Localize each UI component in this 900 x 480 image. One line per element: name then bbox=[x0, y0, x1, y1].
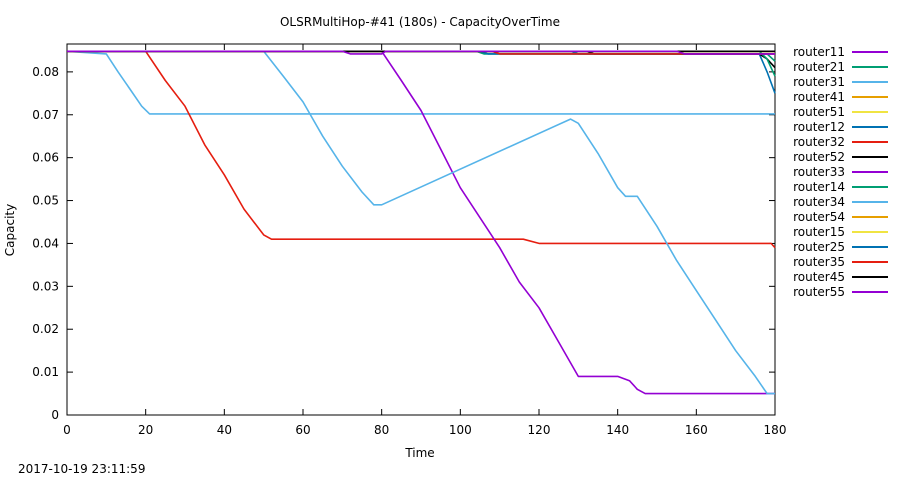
y-tick-label: 0.04 bbox=[32, 236, 59, 250]
x-tick-label: 20 bbox=[138, 423, 153, 437]
legend: router11router21router31router41router51… bbox=[793, 45, 888, 299]
legend-label: router33 bbox=[793, 165, 845, 179]
series-lines bbox=[66, 50, 776, 395]
chart-title: OLSRMultiHop-#41 (180s) - CapacityOverTi… bbox=[280, 15, 560, 29]
y-tick-label: 0.02 bbox=[32, 322, 59, 336]
x-tick-label: 160 bbox=[685, 423, 708, 437]
legend-label: router34 bbox=[793, 195, 845, 209]
x-tick-label: 100 bbox=[449, 423, 472, 437]
legend-label: router41 bbox=[793, 90, 845, 104]
legend-label: router31 bbox=[793, 75, 845, 89]
legend-label: router21 bbox=[793, 60, 845, 74]
legend-label: router25 bbox=[793, 240, 845, 254]
series-line-router33 bbox=[67, 50, 775, 395]
legend-label: router11 bbox=[793, 45, 845, 59]
series-line-router12 bbox=[67, 50, 776, 94]
y-tick-label: 0.07 bbox=[32, 108, 59, 122]
y-tick-label: 0.03 bbox=[32, 279, 59, 293]
legend-label: router35 bbox=[793, 255, 845, 269]
x-tick-label: 120 bbox=[528, 423, 551, 437]
legend-label: router55 bbox=[793, 285, 845, 299]
x-tick-label: 0 bbox=[63, 423, 71, 437]
x-tick-label: 80 bbox=[374, 423, 389, 437]
legend-label: router14 bbox=[793, 180, 845, 194]
legend-label: router32 bbox=[793, 135, 845, 149]
y-tick-label: 0.08 bbox=[32, 65, 59, 79]
x-tick-label: 40 bbox=[217, 423, 232, 437]
y-axis: 0 0.01 0.02 0.03 0.04 0.05 0.06 0.07 0.08 bbox=[32, 65, 775, 422]
series-line-router55 bbox=[67, 50, 775, 55]
series-line-router31 bbox=[66, 50, 775, 115]
y-tick-label: 0.06 bbox=[32, 151, 59, 165]
y-axis-label: Capacity bbox=[3, 204, 17, 256]
x-axis-label: Time bbox=[404, 446, 434, 460]
y-tick-label: 0.05 bbox=[32, 194, 59, 208]
legend-label: router15 bbox=[793, 225, 845, 239]
x-tick-label: 180 bbox=[764, 423, 787, 437]
series-line-router21 bbox=[67, 50, 776, 62]
timestamp: 2017-10-19 23:11:59 bbox=[18, 462, 146, 476]
legend-label: router12 bbox=[793, 120, 845, 134]
series-line-router34 bbox=[67, 50, 775, 395]
x-tick-label: 60 bbox=[295, 423, 310, 437]
series-line-router14 bbox=[67, 50, 776, 77]
plot-border bbox=[66, 43, 776, 416]
legend-label: router51 bbox=[793, 105, 845, 119]
y-tick-label: 0 bbox=[51, 408, 59, 422]
legend-label: router45 bbox=[793, 270, 845, 284]
y-tick-label: 0.01 bbox=[32, 365, 59, 379]
x-axis: 0 20 40 60 80 100 120 140 160 180 bbox=[63, 44, 786, 437]
legend-label: router52 bbox=[793, 150, 845, 164]
series-line-router32 bbox=[67, 50, 776, 249]
plot-frame bbox=[66, 43, 776, 416]
legend-label: router54 bbox=[793, 210, 845, 224]
x-tick-label: 140 bbox=[606, 423, 629, 437]
